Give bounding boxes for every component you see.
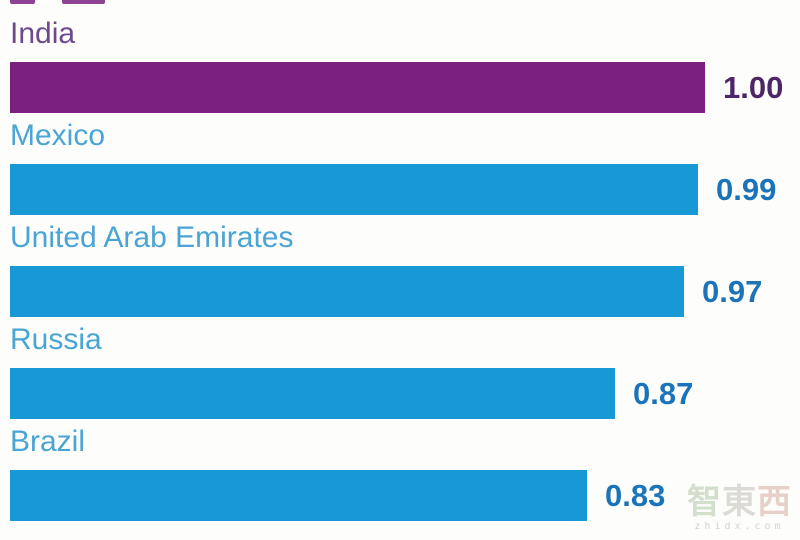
zhidx-watermark: 智東西 zhidx.com	[687, 485, 792, 532]
bar-line: 0.97	[10, 266, 800, 317]
bar	[10, 368, 615, 419]
value-label: 0.87	[633, 375, 694, 411]
value-label: 1.00	[723, 69, 784, 105]
bar	[10, 470, 587, 521]
value-label: 0.97	[702, 273, 763, 309]
category-label: Mexico	[10, 119, 106, 152]
watermark-url: zhidx.com	[694, 521, 785, 532]
bar-row: United Arab Emirates 0.97	[10, 218, 800, 320]
cropped-title-fragment	[62, 0, 105, 4]
bar-row: India 1.00	[10, 14, 800, 116]
bar	[10, 266, 684, 317]
bar	[10, 164, 698, 215]
category-label: Russia	[10, 323, 102, 356]
value-label: 0.83	[605, 477, 666, 513]
bar-row: Mexico 0.99	[10, 116, 800, 218]
value-label: 0.99	[716, 171, 777, 207]
cropped-title-fragment	[10, 0, 35, 4]
bar-line: 1.00	[10, 62, 800, 113]
category-label: Brazil	[10, 425, 86, 458]
watermark-char: 西	[757, 483, 792, 521]
watermark-characters: 智東西	[687, 485, 792, 519]
watermark-char: 智	[687, 483, 722, 521]
bar-line: 0.83	[10, 470, 800, 521]
bar	[10, 62, 705, 113]
bar-line: 0.99	[10, 164, 800, 215]
category-label: India	[10, 17, 76, 50]
bar-row: Brazil 0.83	[10, 422, 800, 524]
bar-chart: India 1.00 Mexico 0.99 United Arab Emira…	[10, 14, 800, 524]
bar-line: 0.87	[10, 368, 800, 419]
bar-row: Russia 0.87	[10, 320, 800, 422]
watermark-char: 東	[722, 483, 757, 521]
category-label: United Arab Emirates	[10, 221, 294, 254]
